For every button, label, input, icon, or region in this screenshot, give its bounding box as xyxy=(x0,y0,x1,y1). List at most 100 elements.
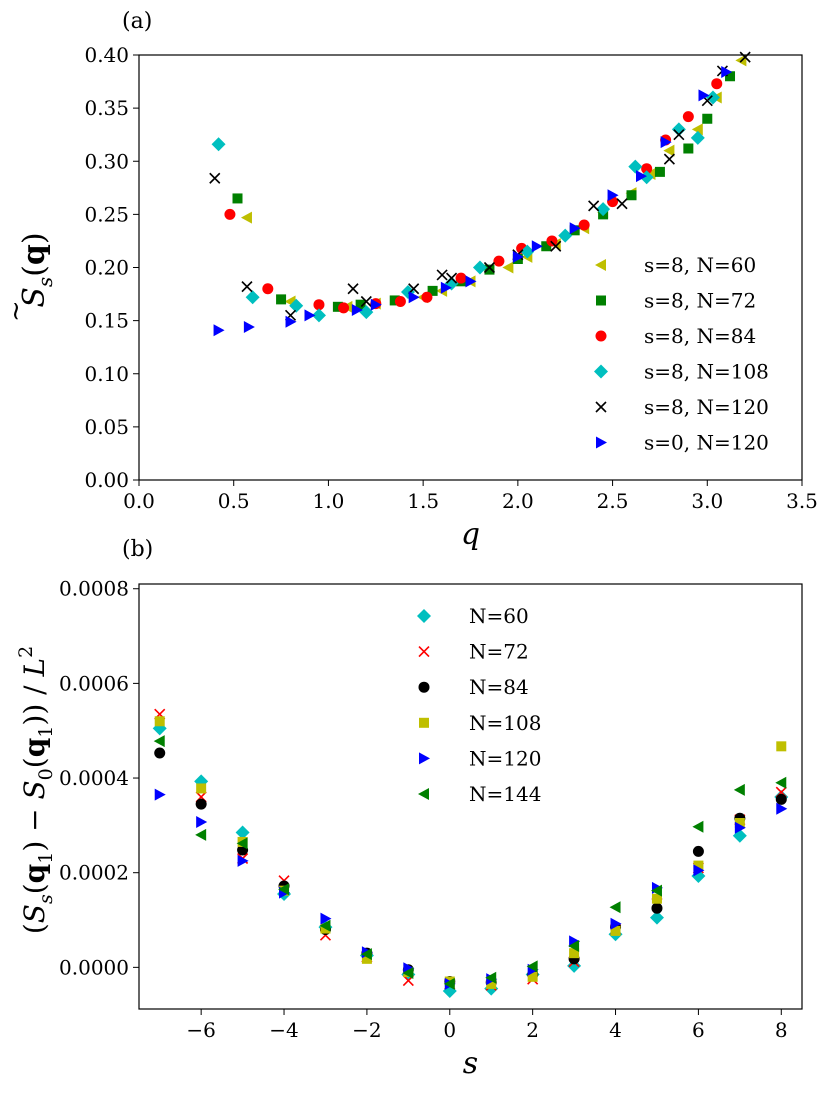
x-tick-label: −4 xyxy=(269,1018,298,1042)
data-point xyxy=(690,130,705,145)
data-point xyxy=(531,240,543,253)
data-point xyxy=(440,281,452,294)
data-point xyxy=(209,172,221,184)
y-tick-label: 0.15 xyxy=(84,309,129,333)
legend-label: s=8, N=120 xyxy=(644,395,769,419)
panel-b-xlabel: s xyxy=(463,1046,478,1081)
data-point xyxy=(196,816,208,829)
data-point xyxy=(484,264,495,275)
data-point xyxy=(195,828,207,841)
data-point xyxy=(578,219,590,231)
data-point xyxy=(289,298,304,313)
data-point xyxy=(739,51,751,63)
legend-label: s=8, N=108 xyxy=(644,360,769,384)
legend-marker xyxy=(418,646,430,658)
legend-label: N=72 xyxy=(469,640,529,664)
data-point xyxy=(224,208,236,220)
x-tick-label: 1.0 xyxy=(313,489,345,513)
data-point xyxy=(702,113,713,124)
legend-marker xyxy=(595,330,607,342)
panel-b-markers xyxy=(152,708,789,999)
data-point xyxy=(319,919,331,932)
data-point xyxy=(546,235,558,247)
legend-label: s=8, N=60 xyxy=(644,253,756,277)
data-point xyxy=(360,948,372,961)
data-point xyxy=(692,820,704,833)
data-point xyxy=(485,971,497,984)
legend-label: s=0, N=120 xyxy=(644,431,769,455)
panel-a-markers xyxy=(209,51,751,337)
data-point xyxy=(541,241,552,252)
y-tick-label: 0.20 xyxy=(84,256,129,280)
y-tick-label: 0.0002 xyxy=(59,861,129,885)
y-tick-label: 0.0006 xyxy=(59,671,129,695)
data-point xyxy=(196,783,207,794)
legend-label: s=8, N=72 xyxy=(644,289,756,313)
data-point xyxy=(153,735,165,748)
data-point xyxy=(520,244,535,259)
x-tick-label: 1.5 xyxy=(407,489,439,513)
data-point xyxy=(512,250,524,263)
data-point xyxy=(262,283,274,295)
data-point xyxy=(486,978,497,989)
y-tick-label: 0.05 xyxy=(84,415,129,439)
data-point xyxy=(693,864,705,877)
data-point xyxy=(639,170,654,185)
y-tick-label: 0.0008 xyxy=(59,577,129,601)
legend-marker xyxy=(595,259,606,271)
data-point xyxy=(775,776,787,789)
data-point xyxy=(502,261,514,274)
data-point xyxy=(588,200,600,212)
panel-a-ticks: 0.0 0.5 1.0 1.5 2.0 2.5 3.0 3.5 0.00 0.05 0.10 0.15… xyxy=(84,43,817,513)
data-point xyxy=(660,136,672,149)
data-point xyxy=(332,301,343,312)
data-point xyxy=(211,137,226,152)
data-point xyxy=(236,837,248,850)
legend-label: N=144 xyxy=(469,782,541,806)
data-point xyxy=(663,153,675,165)
panel-a-xlabel: q xyxy=(461,517,480,552)
data-point xyxy=(775,793,787,805)
data-point xyxy=(472,260,487,275)
data-point xyxy=(568,940,580,953)
data-point xyxy=(526,960,538,973)
data-point xyxy=(436,269,448,281)
data-point xyxy=(320,912,332,925)
legend-label: N=108 xyxy=(469,711,541,735)
data-point xyxy=(721,66,733,78)
panel-b: (b) −6 −4 −2 0 2 4 6 8 0.0000 0.0002 0.0004 0.0006 0… xyxy=(15,537,803,1081)
x-tick-label: 8 xyxy=(775,1018,788,1042)
data-point xyxy=(276,294,287,305)
data-point xyxy=(154,747,166,759)
x-tick-label: 3.0 xyxy=(691,489,723,513)
y-axis-label: (Ss(q1) − S0(q1)) / L2 xyxy=(15,646,57,934)
data-point xyxy=(691,123,703,136)
data-point xyxy=(734,821,746,834)
panel-b-ylabel: (Ss(q1) − S0(q1)) / L2 xyxy=(15,646,57,934)
x-tick-label: 2.5 xyxy=(597,489,629,513)
data-point xyxy=(278,883,290,896)
x-tick-label: 3.5 xyxy=(786,489,818,513)
data-point xyxy=(232,193,243,204)
legend-label: N=60 xyxy=(469,604,529,628)
data-point xyxy=(683,143,694,154)
legend-label: N=84 xyxy=(469,675,529,699)
legend-label: N=120 xyxy=(469,746,541,770)
data-point xyxy=(641,163,653,175)
y-tick-label: 0.00 xyxy=(84,468,129,492)
data-point xyxy=(682,111,694,123)
data-point xyxy=(235,825,250,840)
data-point xyxy=(705,90,720,105)
legend-marker xyxy=(596,295,606,306)
data-point xyxy=(671,122,686,137)
data-point xyxy=(776,741,787,752)
data-point xyxy=(483,261,496,274)
panel-b-ticks: −6 −4 −2 0 2 4 6 8 0.0000 0.0002 0.0004 0.0006 0.000… xyxy=(59,577,788,1042)
data-point xyxy=(355,299,366,310)
data-point xyxy=(628,159,643,174)
data-point xyxy=(651,893,662,904)
data-point xyxy=(651,902,663,914)
data-point xyxy=(711,78,723,90)
data-point xyxy=(394,296,406,307)
